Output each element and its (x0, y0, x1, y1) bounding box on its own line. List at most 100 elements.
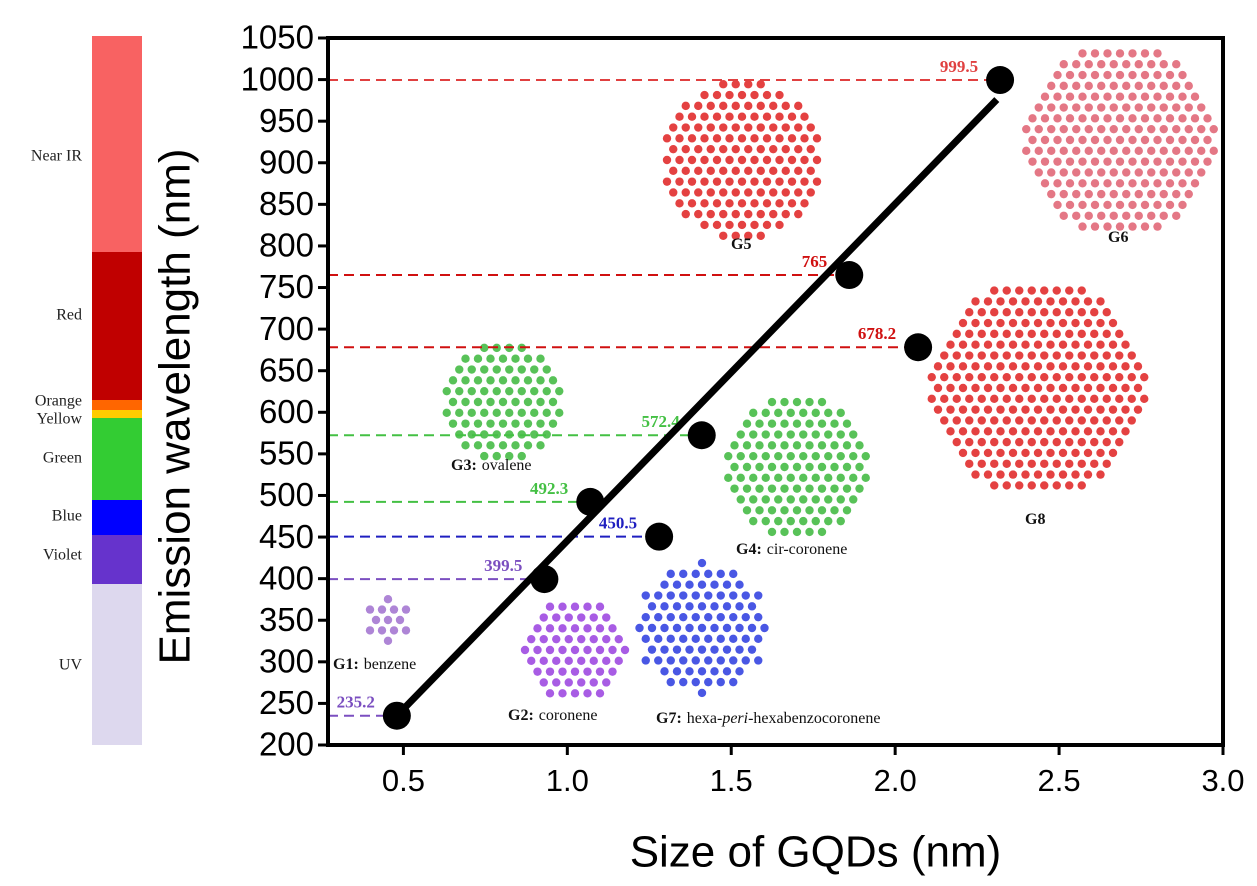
atom (1059, 168, 1068, 177)
atom (735, 645, 744, 654)
molecule-name: cir-coronene (767, 541, 848, 558)
atom (1128, 92, 1137, 101)
atom (799, 408, 808, 418)
atom (1015, 308, 1024, 317)
atom (977, 437, 986, 447)
atom (1078, 114, 1087, 123)
atom (1084, 189, 1093, 199)
atom (706, 144, 715, 154)
atom (990, 372, 999, 382)
atom (952, 416, 961, 425)
atom (747, 623, 757, 633)
atom (583, 624, 592, 633)
atom (933, 362, 943, 371)
atom (977, 351, 986, 360)
atom (1052, 372, 1061, 382)
atom (1008, 448, 1018, 458)
atom (1021, 470, 1030, 479)
atom (836, 495, 845, 504)
atom (1052, 286, 1061, 295)
atom (786, 495, 795, 504)
atom (1028, 135, 1037, 145)
atom (737, 90, 747, 100)
atom (1072, 211, 1081, 220)
atom (681, 101, 690, 111)
atom (555, 408, 564, 418)
atom (383, 595, 393, 604)
atom (1190, 135, 1200, 145)
atom (1002, 351, 1011, 360)
atom (952, 372, 961, 382)
atom (467, 365, 476, 374)
atom (762, 90, 772, 100)
atom (1122, 146, 1131, 156)
atom (1134, 81, 1143, 91)
atom (1071, 362, 1080, 371)
atom (1065, 329, 1074, 339)
atom (1008, 297, 1018, 306)
atom (1028, 157, 1037, 166)
atom (775, 177, 784, 186)
atom (700, 199, 709, 208)
atom (710, 645, 719, 654)
atom (731, 166, 740, 176)
spectrum-band (92, 36, 142, 252)
atom (1052, 481, 1061, 490)
atom (1046, 383, 1055, 393)
atom (595, 645, 605, 655)
point-label: 399.5 (484, 556, 522, 575)
atom (786, 516, 795, 526)
atom (1096, 427, 1105, 436)
atom (996, 362, 1005, 371)
atom (564, 613, 573, 622)
atom (977, 308, 986, 317)
atom (448, 376, 458, 385)
atom (1040, 157, 1050, 166)
atom (1065, 351, 1074, 360)
atom (769, 188, 778, 197)
atom (1083, 362, 1093, 371)
spectrum-band (92, 500, 142, 535)
atom (442, 408, 451, 418)
atom (1047, 103, 1056, 112)
atom (971, 448, 980, 458)
atom (735, 580, 744, 589)
atom (741, 656, 750, 665)
atom (570, 602, 580, 611)
atom (1065, 308, 1074, 317)
atom (742, 419, 752, 428)
atom (1109, 60, 1118, 69)
atom (946, 362, 955, 371)
atom (1090, 179, 1100, 188)
atom (786, 473, 795, 483)
atom (697, 688, 707, 698)
atom (681, 209, 690, 219)
atom (480, 408, 489, 418)
atom (1097, 124, 1106, 134)
atom (1190, 157, 1200, 166)
atom (1083, 470, 1093, 479)
atom (608, 667, 617, 676)
atom (523, 441, 533, 450)
atom (694, 123, 703, 132)
atom (719, 80, 728, 89)
atom (448, 419, 458, 428)
atom (799, 495, 808, 504)
atom (1097, 146, 1106, 156)
atom (749, 430, 758, 439)
atom (774, 516, 783, 526)
atom (761, 473, 770, 483)
atom (1071, 383, 1080, 393)
molecule-label: G4: cir-coronene (736, 541, 847, 558)
atom (1021, 405, 1030, 414)
atom (1090, 92, 1100, 101)
atom (498, 376, 508, 385)
atom (511, 354, 520, 363)
atom (383, 636, 393, 645)
atom (1028, 114, 1037, 123)
atom (1015, 351, 1024, 360)
atom (800, 155, 809, 165)
atom (1122, 168, 1131, 177)
atom (1047, 146, 1056, 156)
atom (712, 90, 722, 100)
